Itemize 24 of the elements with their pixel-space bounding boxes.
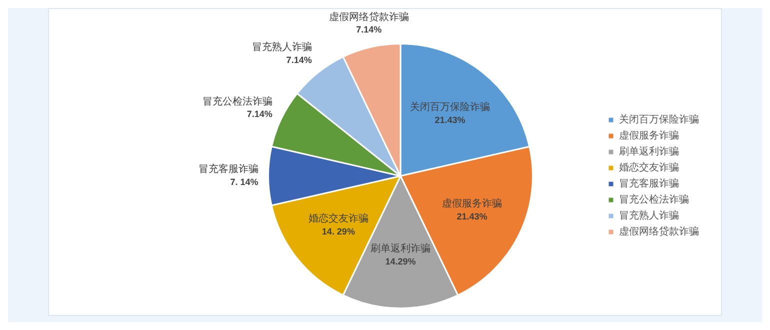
legend-label: 虚假服务诈骗: [619, 130, 679, 142]
slice-label: 婚恋交友诈骗: [308, 212, 368, 225]
data-label: 14. 29%: [322, 226, 355, 236]
legend-label: 冒充熟人诈骗: [619, 210, 679, 222]
data-label: 21.43%: [434, 114, 466, 125]
data-label: 7.14%: [356, 24, 382, 35]
slice-label: 冒充熟人诈骗: [252, 40, 312, 53]
data-label: 7.14%: [246, 109, 272, 120]
data-label: 14.29%: [385, 256, 416, 266]
data-label: 7. 14%: [230, 176, 258, 187]
legend-label: 虚假网络贷款诈骗: [619, 226, 699, 238]
data-label: 21.43%: [456, 211, 488, 222]
legend-label: 关闭百万保险诈骗: [619, 114, 699, 126]
slice-label: 冒充客服诈骗: [198, 163, 258, 176]
legend-label: 冒充客服诈骗: [619, 178, 679, 190]
legend-label: 刷单返利诈骗: [619, 146, 679, 158]
slice-label: 冒充公检法诈骗: [202, 95, 272, 108]
slice-label: 虚假服务诈骗: [442, 198, 502, 210]
slice-label: 关闭百万保险诈骗: [410, 101, 490, 114]
slice-label: 虚假网络贷款诈骗: [328, 10, 409, 23]
data-label: 7.14%: [286, 54, 312, 65]
legend-label: 冒充公检法诈骗: [619, 194, 689, 206]
slice-label: 刷单返利诈骗: [370, 242, 430, 254]
legend-label: 婚恋交友诈骗: [619, 162, 679, 174]
